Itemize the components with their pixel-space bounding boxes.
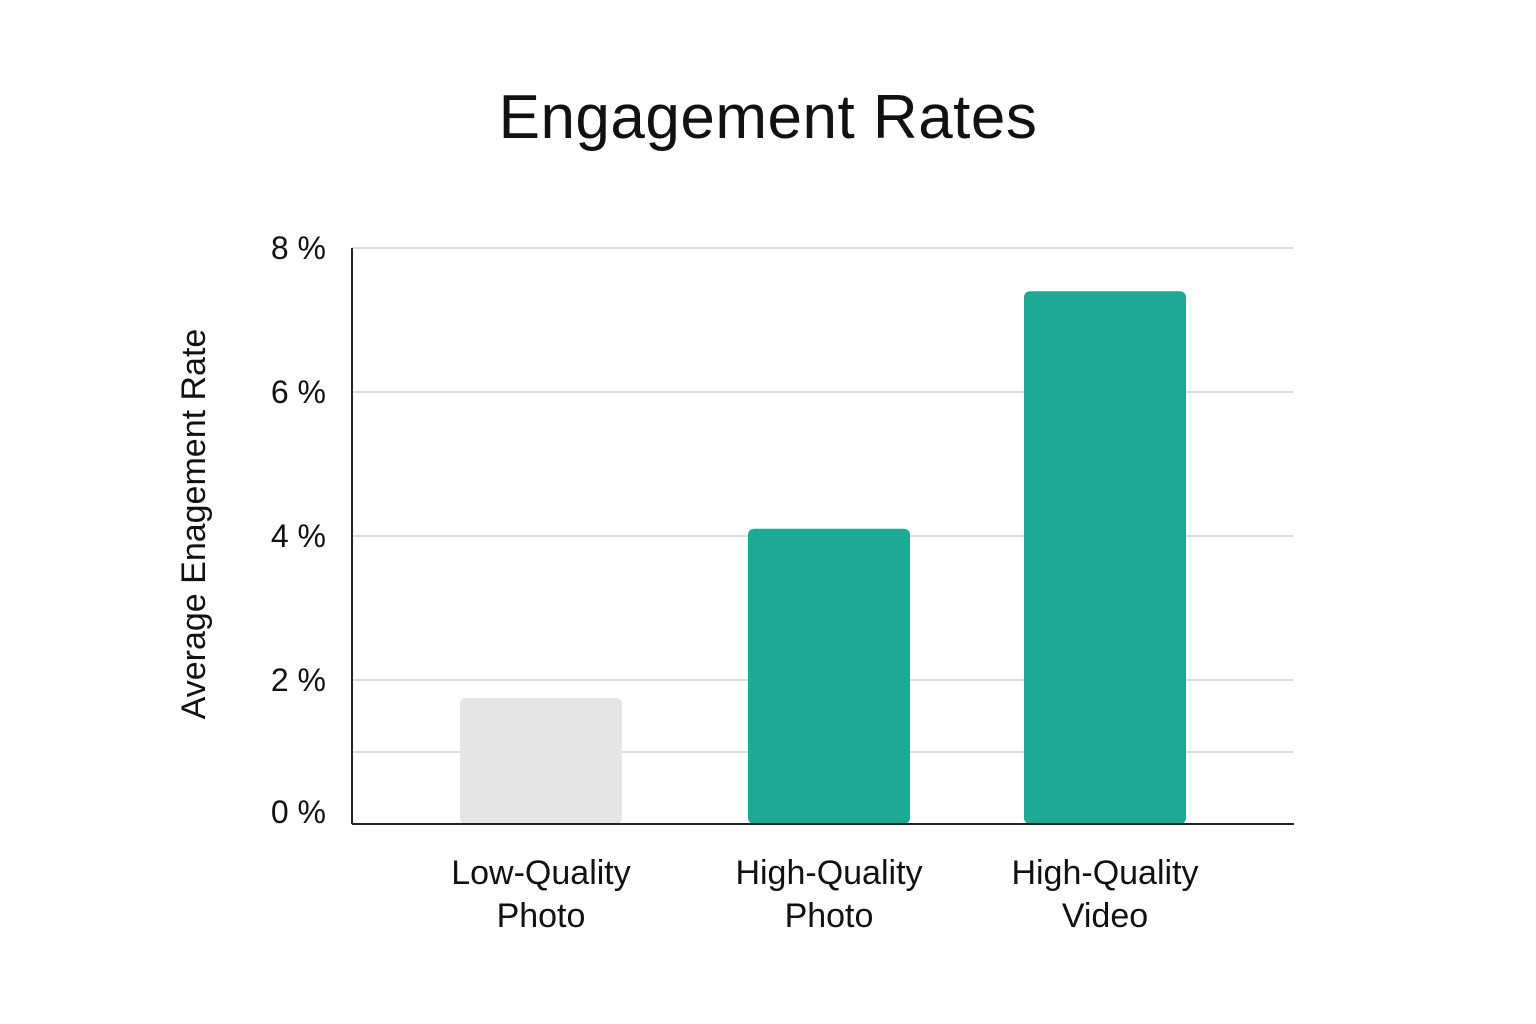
y-tick-label: 2 % [271,662,326,698]
x-category-label-line: Photo [497,897,586,935]
x-category-label: Low-Quality Photo [451,854,631,935]
y-axis-title: Average Enagement Rate [175,329,213,720]
y-tick-labels: 0 % 2 % 4 % 6 % 8 % [271,230,326,830]
y-tick-label: 4 % [271,518,326,554]
bar-0 [460,698,622,824]
x-category-label-line: Video [1062,897,1148,935]
bar-2 [1024,291,1186,824]
x-category-label-line: High-Quality [1011,854,1198,892]
bars [460,291,1186,824]
x-category-label: High-Quality Photo [735,854,922,935]
bar-1 [748,528,910,824]
x-category-label-line: High-Quality [735,854,922,892]
x-category-label: High-Quality Video [1011,854,1198,935]
x-category-label-line: Photo [785,897,874,935]
x-category-label-line: Low-Quality [451,854,631,892]
axes [351,248,1294,825]
y-tick-label: 6 % [271,374,326,410]
y-tick-label: 8 % [271,230,326,266]
y-tick-label: 0 % [271,794,326,830]
chart-title: Engagement Rates [498,83,1038,152]
